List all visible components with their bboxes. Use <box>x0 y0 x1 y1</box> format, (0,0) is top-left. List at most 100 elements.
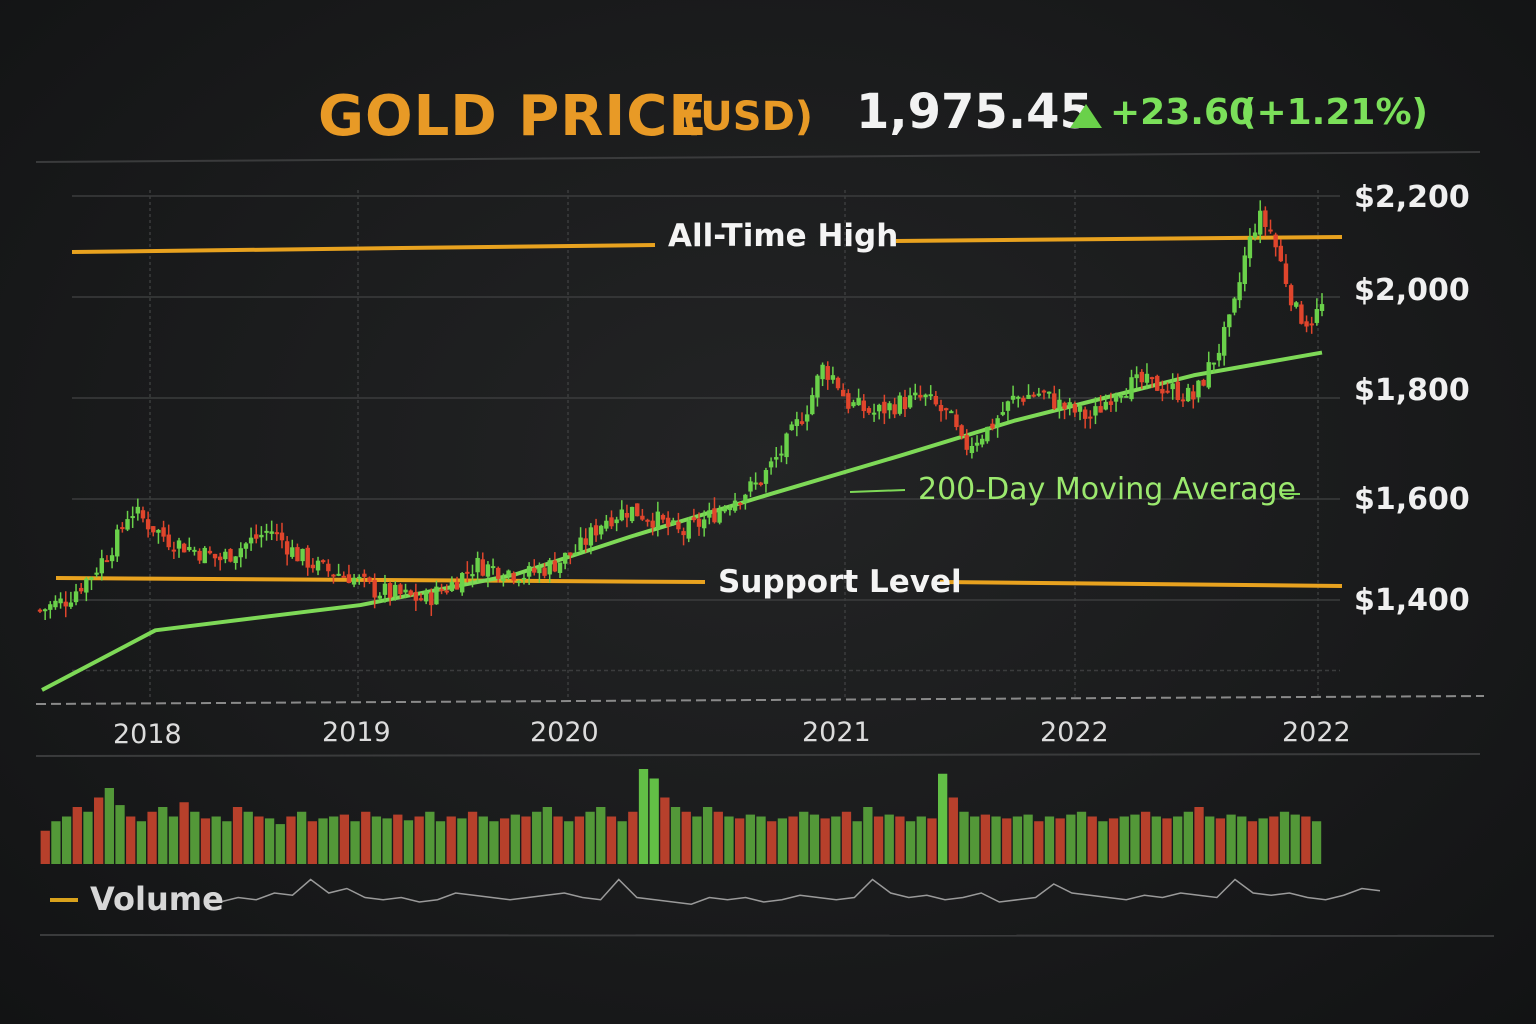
candle-body <box>172 550 176 552</box>
candle-body <box>69 602 73 606</box>
candle-body <box>738 503 742 505</box>
volume-bar <box>1259 818 1268 864</box>
candle-body <box>372 580 376 598</box>
volume-bar <box>895 817 904 865</box>
candle-body <box>728 508 732 510</box>
candle-body <box>954 415 958 428</box>
volume-bar <box>1023 815 1032 864</box>
candle-body <box>867 408 871 413</box>
volume-bar <box>479 817 488 865</box>
volume-bar <box>1280 812 1289 864</box>
candle-body <box>439 589 443 591</box>
candle-body <box>985 427 989 441</box>
candle-body <box>393 585 397 597</box>
candle-body <box>882 402 886 414</box>
volume-bar <box>1291 815 1300 864</box>
candle-body <box>620 510 624 521</box>
volume-bar <box>500 818 509 864</box>
candle-body <box>1109 401 1113 405</box>
candle-body <box>218 557 222 561</box>
candle-body <box>146 519 150 529</box>
volume-bar <box>147 812 156 864</box>
moving-average <box>42 353 1322 690</box>
candle-body <box>537 568 541 574</box>
candle-body <box>1294 302 1298 307</box>
candle-body <box>1217 353 1221 361</box>
candle-body <box>105 560 109 562</box>
candle-body <box>1284 263 1288 283</box>
volume-bar <box>511 815 520 864</box>
candle-body <box>707 510 711 517</box>
x-tick-label: 2019 <box>322 717 391 748</box>
candle-body <box>990 424 994 429</box>
candle-body <box>810 395 814 414</box>
volume-bar <box>1173 817 1182 865</box>
candle-body <box>681 531 685 535</box>
volume-bar <box>1162 818 1171 864</box>
candle-body <box>151 526 155 532</box>
candle-body <box>1150 377 1154 379</box>
volume-bars <box>41 769 1322 864</box>
volume-bar <box>1194 807 1203 864</box>
candle-body <box>115 529 119 556</box>
candle-body <box>826 366 830 380</box>
candle-body <box>53 601 57 607</box>
volume-bar <box>1109 818 1118 864</box>
volume-bar <box>158 807 167 864</box>
volume-line <box>220 880 1380 905</box>
candle-body <box>275 532 279 534</box>
candle-body <box>1273 235 1277 248</box>
candle-body <box>1114 395 1118 402</box>
volume-bar <box>318 818 327 864</box>
volume-bar <box>682 812 691 864</box>
candle-body <box>445 591 449 593</box>
volume-bar <box>1034 821 1043 864</box>
candle-body <box>692 517 696 520</box>
candle-body <box>424 591 428 601</box>
candle-body <box>820 365 824 379</box>
volume-bar <box>1077 812 1086 864</box>
candle-body <box>388 583 392 598</box>
y-tick-label: $1,600 <box>1354 482 1470 517</box>
candle-body <box>1011 396 1015 400</box>
candle-body <box>94 573 98 575</box>
candle-body <box>815 376 819 398</box>
volume-bar <box>885 815 894 864</box>
candle-body <box>862 401 866 411</box>
volume-bar <box>1141 812 1150 864</box>
candle-body <box>542 568 546 576</box>
y-tick-label: $1,400 <box>1354 583 1470 618</box>
volume-bar <box>746 815 755 864</box>
volume-divider <box>36 754 1480 756</box>
candle-body <box>625 513 629 518</box>
candle-body <box>892 404 896 414</box>
volume-bar <box>73 807 82 864</box>
candle-body <box>702 519 706 528</box>
volume-bar <box>991 817 1000 865</box>
volume-bar <box>575 817 584 865</box>
candle-body <box>74 591 78 602</box>
candle-body <box>1181 399 1185 401</box>
candle-body <box>177 540 181 548</box>
volume-bar <box>436 821 445 864</box>
x-axis-labels: 2018 2019 2020 2021 2022 2022 <box>113 717 1351 750</box>
volume-bar <box>372 817 381 865</box>
volume-bar <box>703 807 712 864</box>
volume-bar <box>1002 818 1011 864</box>
volume-bar <box>393 815 402 864</box>
candle-body <box>944 408 948 410</box>
candle-body <box>1227 314 1231 327</box>
volume-bar <box>126 817 135 865</box>
candle-body <box>378 596 382 599</box>
candle-body <box>249 538 253 544</box>
candle-body <box>450 582 454 591</box>
candle-body <box>481 559 485 575</box>
candle-body <box>661 515 665 520</box>
candle-body <box>244 543 248 548</box>
volume-bar <box>1130 815 1139 864</box>
volume-bar <box>94 798 103 865</box>
candle-body <box>666 518 670 527</box>
candle-body <box>980 439 984 445</box>
candle-body <box>1165 391 1169 393</box>
candle-body <box>203 548 207 563</box>
